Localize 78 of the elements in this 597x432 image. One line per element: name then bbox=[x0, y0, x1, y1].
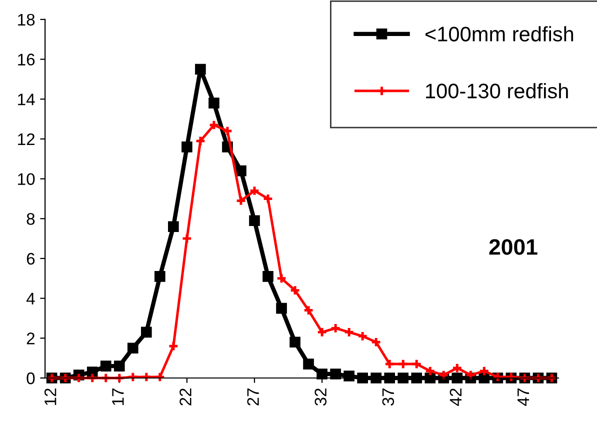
legend-label: <100mm redfish bbox=[425, 26, 574, 42]
point bbox=[344, 326, 354, 338]
point bbox=[100, 372, 112, 384]
point bbox=[208, 98, 220, 109]
y-tick-label: 18 bbox=[18, 14, 35, 26]
point bbox=[195, 136, 206, 146]
point bbox=[73, 372, 84, 384]
point bbox=[384, 372, 396, 384]
point bbox=[140, 372, 152, 382]
point bbox=[424, 372, 436, 384]
point bbox=[208, 120, 220, 130]
point bbox=[236, 195, 246, 206]
annotation: 2001 bbox=[489, 239, 538, 255]
point bbox=[357, 330, 368, 342]
point bbox=[398, 372, 409, 384]
point bbox=[262, 193, 274, 204]
point bbox=[370, 372, 382, 384]
x-tick-label: 22 bbox=[180, 388, 192, 406]
point bbox=[86, 372, 98, 384]
x-tick-label: 47 bbox=[518, 388, 530, 406]
point bbox=[140, 326, 152, 338]
point bbox=[330, 368, 341, 380]
point bbox=[249, 185, 260, 196]
point bbox=[398, 358, 409, 370]
y-tick-label: 8 bbox=[26, 213, 35, 225]
y-tick-label: 2 bbox=[26, 332, 34, 344]
point bbox=[182, 142, 192, 152]
x-tick-label: 32 bbox=[314, 388, 327, 406]
point bbox=[370, 336, 382, 348]
point bbox=[290, 284, 300, 296]
x-tick-label: 27 bbox=[247, 388, 259, 406]
y-tick-label: 10 bbox=[18, 173, 35, 186]
y-tick-label: 4 bbox=[26, 292, 35, 304]
point bbox=[276, 302, 287, 314]
point bbox=[452, 372, 463, 384]
point bbox=[195, 64, 206, 75]
point bbox=[236, 165, 246, 176]
point bbox=[316, 368, 328, 380]
x-tick-label: 12 bbox=[44, 388, 56, 405]
point bbox=[127, 372, 138, 382]
point bbox=[154, 372, 166, 382]
point bbox=[114, 372, 125, 384]
point bbox=[168, 340, 179, 352]
point bbox=[290, 336, 300, 348]
point bbox=[262, 270, 274, 282]
point bbox=[168, 221, 179, 232]
point bbox=[424, 366, 436, 376]
point bbox=[276, 272, 287, 284]
point bbox=[452, 362, 463, 374]
point bbox=[127, 342, 138, 354]
point bbox=[465, 370, 476, 380]
point bbox=[330, 322, 341, 334]
y-tick-label: 12 bbox=[18, 133, 35, 145]
y-tick-label: 14 bbox=[18, 94, 35, 106]
point bbox=[316, 326, 328, 338]
point bbox=[86, 366, 98, 378]
x-tick-label: 42 bbox=[450, 388, 462, 406]
x-tick-label: 37 bbox=[382, 388, 394, 406]
point bbox=[438, 370, 450, 380]
point bbox=[303, 304, 314, 316]
point bbox=[384, 358, 396, 370]
point bbox=[411, 358, 422, 370]
point bbox=[411, 372, 422, 384]
x-tick-label: 17 bbox=[112, 388, 124, 405]
point bbox=[357, 372, 368, 384]
point bbox=[154, 270, 166, 282]
point bbox=[303, 358, 314, 370]
point bbox=[114, 360, 125, 372]
point bbox=[222, 126, 233, 136]
y-tick-label: 0 bbox=[26, 372, 35, 384]
point bbox=[100, 360, 112, 372]
y-tick-label: 6 bbox=[26, 252, 35, 265]
point bbox=[344, 370, 354, 382]
y-tick-label: 16 bbox=[18, 54, 35, 66]
point bbox=[182, 233, 192, 244]
point bbox=[249, 215, 260, 226]
legend-label: 100-130 redfish bbox=[426, 83, 568, 98]
point bbox=[478, 366, 490, 376]
